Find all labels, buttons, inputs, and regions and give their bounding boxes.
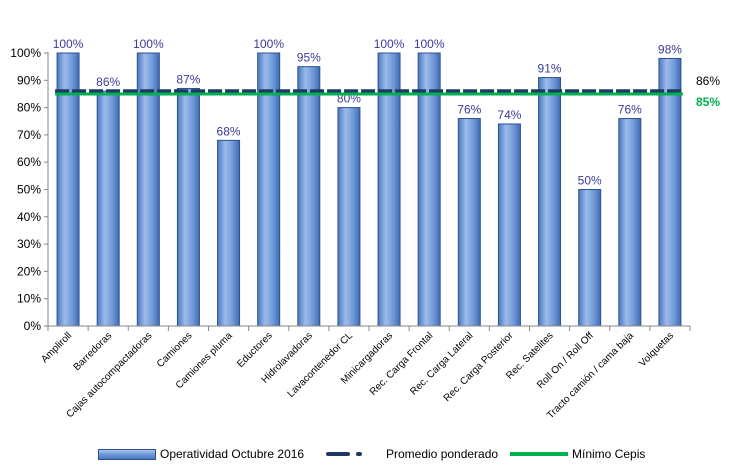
x-tick-label: Ampliroll <box>39 330 74 365</box>
legend-label-operatividad: Operatividad Octubre 2016 <box>160 447 305 461</box>
y-tick-label: 70% <box>17 128 41 142</box>
bar-data-label: 68% <box>217 124 241 138</box>
minimum-line-label: 85% <box>696 95 720 109</box>
bar-data-label: 100% <box>253 37 284 51</box>
legend-item-minimo: Mínimo Cepis <box>510 444 645 464</box>
bar <box>457 118 481 327</box>
x-tick-label: Eductores <box>235 330 275 370</box>
bar-data-label: 74% <box>497 108 521 122</box>
x-tick-label: Cajas autocompactadoras <box>64 330 154 420</box>
average-line-label: 86% <box>696 74 720 88</box>
legend-dash-swatch <box>322 449 382 459</box>
bar-data-label: 76% <box>457 103 481 117</box>
bar <box>337 107 361 327</box>
bar <box>217 139 241 327</box>
bar <box>176 87 200 327</box>
reference-lines: 86% 85% <box>55 74 720 109</box>
bar <box>96 90 120 327</box>
bar-data-label: 95% <box>297 51 321 65</box>
bar <box>658 57 682 327</box>
bar-data-label: 100% <box>414 37 445 51</box>
y-tick-label: 10% <box>17 292 41 306</box>
bar <box>497 123 521 327</box>
legend-item-promedio: Promedio ponderado <box>322 444 498 464</box>
legend-bar-swatch <box>98 448 156 460</box>
y-tick-label: 0% <box>24 319 42 333</box>
y-tick-label: 60% <box>17 155 41 169</box>
legend-label-minimo: Mínimo Cepis <box>572 447 646 461</box>
bar-data-label: 50% <box>578 174 602 188</box>
y-tick-label: 40% <box>17 210 41 224</box>
bars: 100%86%100%87%68%100%95%80%100% 100%76% 74… <box>53 37 682 327</box>
y-tick-label: 90% <box>17 73 41 87</box>
x-tick-label: Camiones <box>155 330 195 370</box>
bar-data-label: 87% <box>176 72 200 86</box>
bar-data-label: 91% <box>538 62 562 76</box>
x-tick-label: Tracto camión / cama baja <box>545 330 636 421</box>
bar-data-label: 76% <box>618 103 642 117</box>
y-axis: 0% 10% 20% 30% 40% 50% 60% 70% 80% 90% 100% <box>10 46 49 333</box>
bar-data-label: 100% <box>133 37 164 51</box>
legend: Operatividad Octubre 2016 Promedio ponde… <box>0 444 744 468</box>
legend-label-promedio: Promedio ponderado <box>386 447 499 461</box>
y-tick-label: 30% <box>17 237 41 251</box>
x-tick-label: Rec. Carga Posterior <box>442 330 516 404</box>
bar-data-label: 100% <box>53 37 84 51</box>
y-tick-label: 80% <box>17 101 41 115</box>
bar-data-label: 98% <box>658 42 682 56</box>
bar-data-label: 86% <box>96 75 120 89</box>
bar <box>578 189 602 327</box>
legend-line-swatch <box>510 452 568 456</box>
bar <box>618 118 642 327</box>
y-tick-label: 100% <box>10 46 41 60</box>
x-tick-label: Barredoras <box>72 330 115 373</box>
y-tick-label: 20% <box>17 264 41 278</box>
bar <box>297 66 321 327</box>
y-tick-label: 50% <box>17 183 41 197</box>
bar <box>538 77 562 327</box>
legend-item-operatividad: Operatividad Octubre 2016 <box>98 444 304 464</box>
x-tick-label: Volquetas <box>637 330 676 369</box>
bar-data-label: 100% <box>374 37 405 51</box>
